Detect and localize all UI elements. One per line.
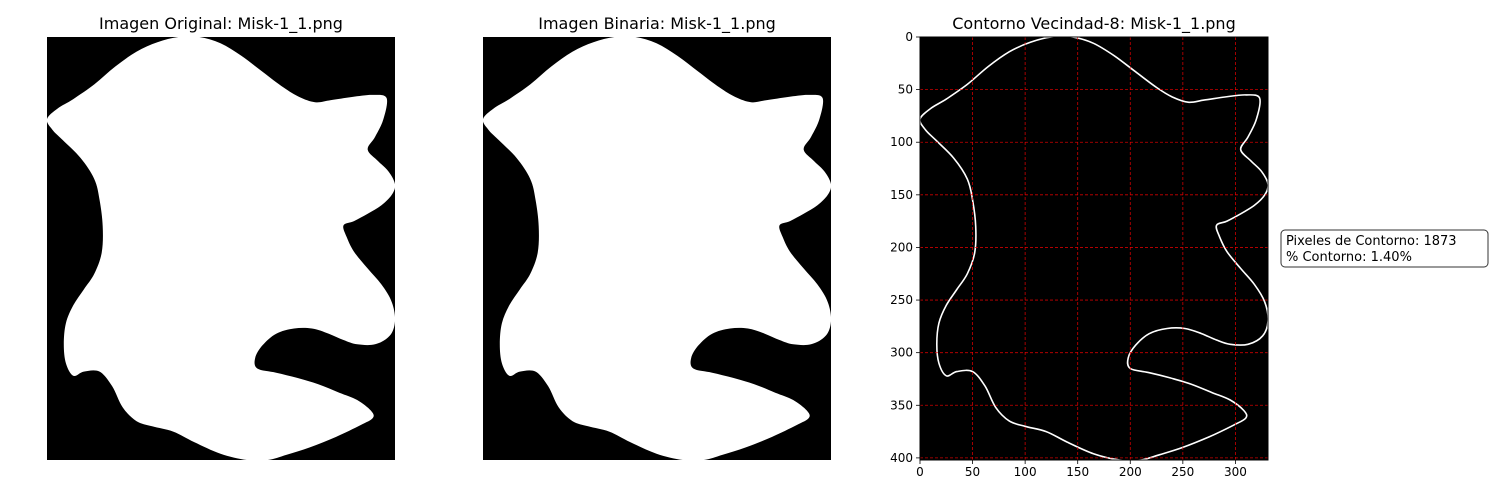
contour-grid [920, 37, 1268, 460]
x-tick-label: 200 [1119, 465, 1142, 479]
panel-contour-title: Contorno Vecindad-8: Misk-1_1.png [952, 14, 1235, 34]
x-axis-ticks: 0 50 100 150 200 250 300 [916, 460, 1247, 479]
y-tick-label: 50 [898, 83, 913, 97]
x-tick-label: 50 [965, 465, 980, 479]
panel-binary-title: Imagen Binaria: Misk-1_1.png [538, 14, 776, 34]
contour-axes-frame [919, 36, 1269, 461]
x-tick-label: 100 [1014, 465, 1037, 479]
y-tick-label: 0 [905, 30, 913, 44]
y-axis-ticks: 0 50 100 150 200 250 300 350 400 [890, 30, 920, 465]
contour-image-background [920, 37, 1268, 460]
y-tick-label: 350 [890, 398, 913, 412]
contour-pixels-label: Pixeles de Contorno: 1873 [1286, 234, 1457, 249]
y-tick-label: 400 [890, 451, 913, 465]
x-tick-label: 0 [916, 465, 924, 479]
y-tick-label: 200 [890, 240, 913, 254]
x-tick-label: 150 [1066, 465, 1089, 479]
contour-percent-label: % Contorno: 1.40% [1286, 250, 1412, 265]
contour-outline [920, 37, 1268, 460]
x-tick-label: 300 [1224, 465, 1247, 479]
y-tick-label: 250 [890, 293, 913, 307]
binary-image-shape [482, 36, 832, 461]
y-tick-label: 100 [890, 135, 913, 149]
panel-original-title: Imagen Original: Misk-1_1.png [99, 14, 343, 34]
original-image-shape [46, 36, 396, 461]
y-tick-label: 150 [890, 188, 913, 202]
panel-binary: Imagen Binaria: Misk-1_1.png [482, 14, 832, 461]
info-box: Pixeles de Contorno: 1873 % Contorno: 1.… [1280, 229, 1489, 268]
panel-original: Imagen Original: Misk-1_1.png [46, 14, 396, 461]
y-tick-label: 300 [890, 346, 913, 360]
info-box-frame [1280, 229, 1489, 268]
panel-contour: Contorno Vecindad-8: Misk-1_1.png 0 50 100… [890, 14, 1269, 479]
x-tick-label: 250 [1171, 465, 1194, 479]
